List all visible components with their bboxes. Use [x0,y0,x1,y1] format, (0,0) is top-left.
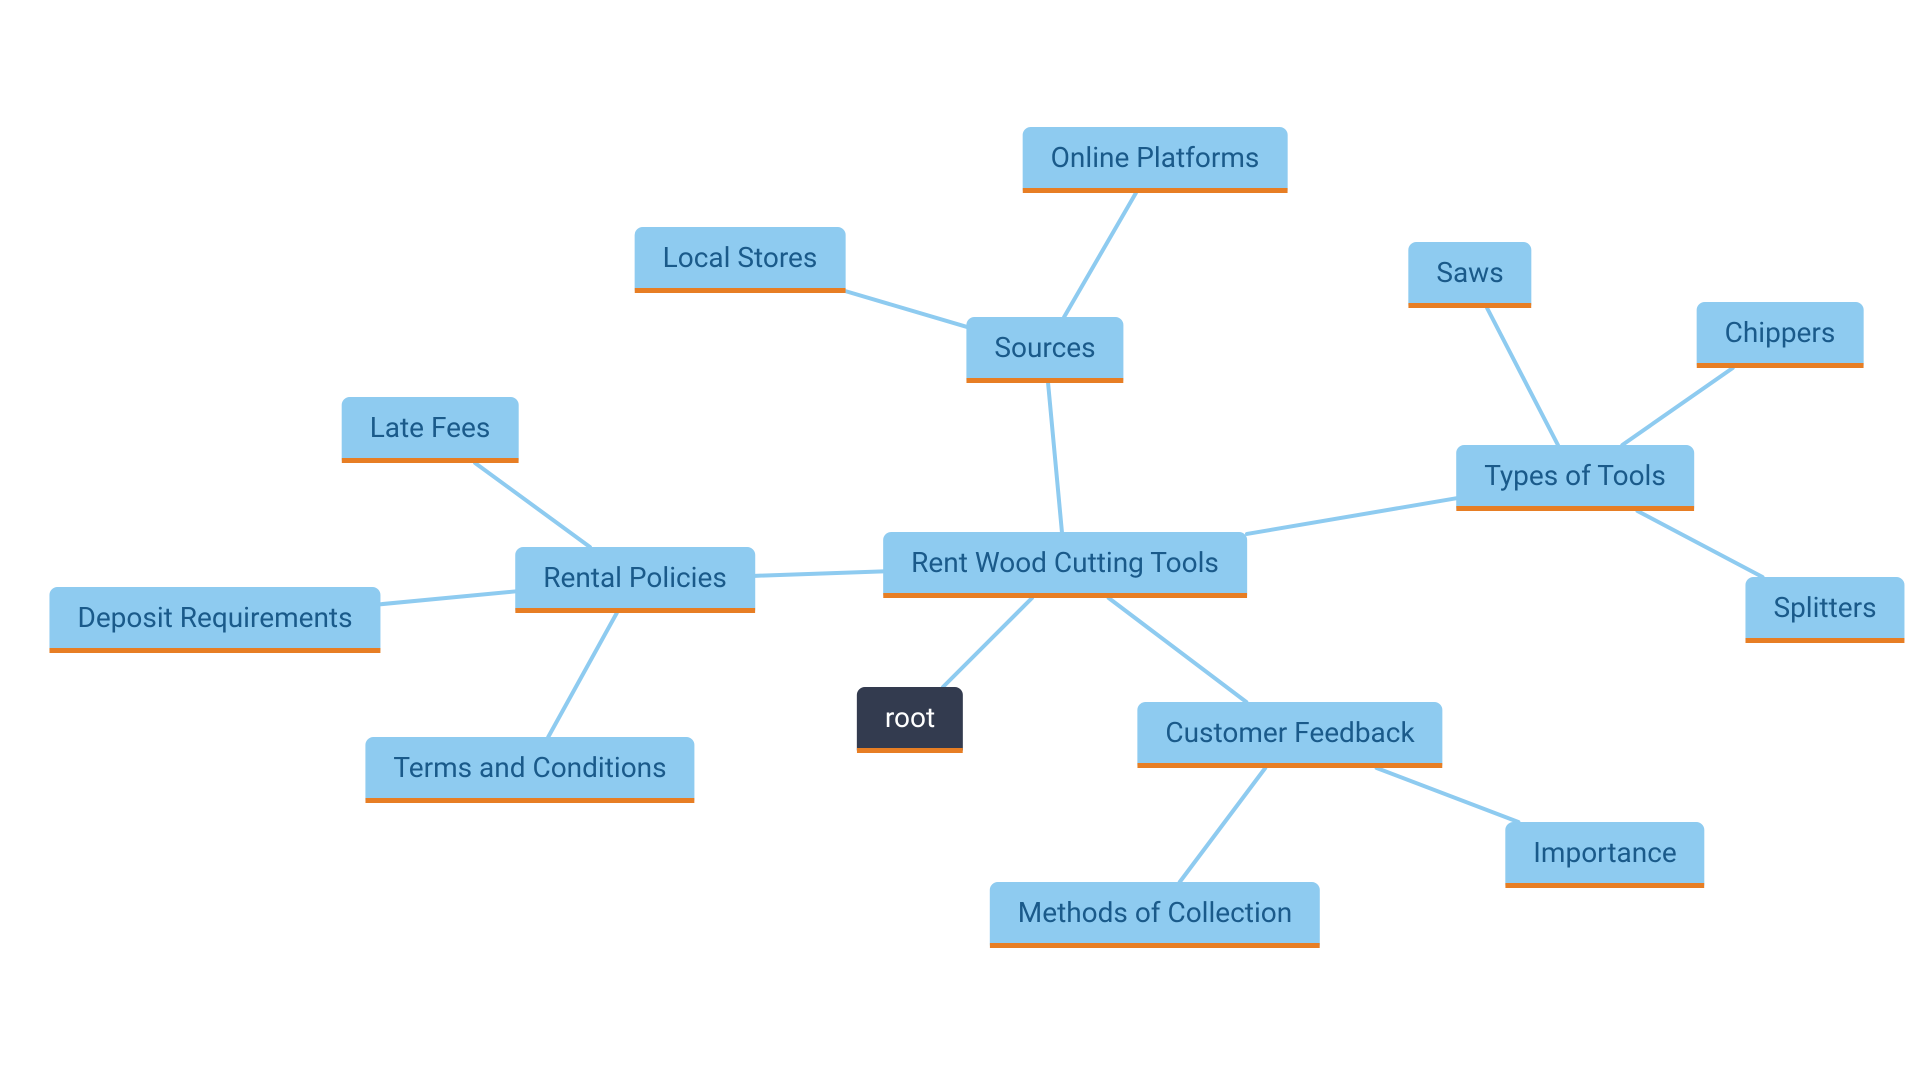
edge-policies-deposit [381,591,516,604]
edge-policies-latefees [475,463,590,547]
node-policies[interactable]: Rental Policies [515,547,755,613]
node-terms[interactable]: Terms and Conditions [365,737,694,803]
node-latefees[interactable]: Late Fees [342,397,519,463]
edge-policies-terms [548,613,617,737]
node-methods[interactable]: Methods of Collection [990,882,1320,948]
edge-feedback-methods [1180,768,1266,882]
edge-feedback-importance [1377,768,1519,822]
node-rent[interactable]: Rent Wood Cutting Tools [883,532,1247,598]
edge-types-splitters [1638,511,1763,577]
node-importance[interactable]: Importance [1505,822,1704,888]
edge-rent-types [1247,498,1456,534]
node-sources[interactable]: Sources [966,317,1123,383]
node-chippers[interactable]: Chippers [1697,302,1864,368]
mindmap-canvas: Rent Wood Cutting Tools root Sources Online… [0,0,1920,1080]
edge-types-chippers [1622,368,1732,445]
edge-rent-feedback [1109,598,1247,702]
edge-types-saws [1487,308,1558,445]
node-deposit[interactable]: Deposit Requirements [49,587,380,653]
node-local[interactable]: Local Stores [635,227,846,293]
node-online[interactable]: Online Platforms [1023,127,1288,193]
node-feedback[interactable]: Customer Feedback [1137,702,1442,768]
edge-rent-root [943,598,1032,687]
edge-rent-policies [755,571,883,575]
edge-rent-sources [1048,383,1062,532]
node-splitters[interactable]: Splitters [1745,577,1904,643]
node-root[interactable]: root [857,687,963,753]
node-types[interactable]: Types of Tools [1456,445,1694,511]
edge-sources-local [846,291,967,327]
node-saws[interactable]: Saws [1408,242,1531,308]
edge-sources-online [1064,193,1136,317]
